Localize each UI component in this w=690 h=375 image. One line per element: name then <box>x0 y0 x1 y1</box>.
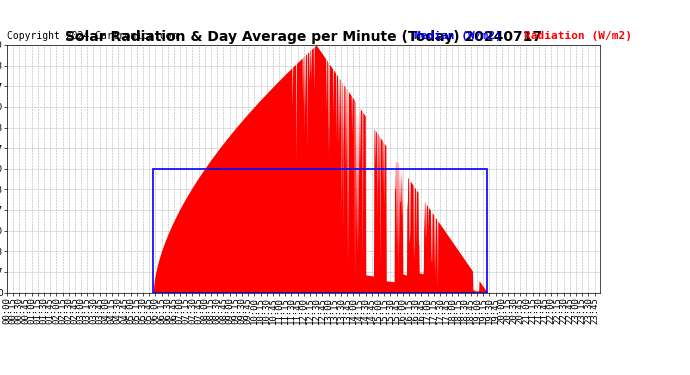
Bar <box>153 169 487 292</box>
Title: Solar Radiation & Day Average per Minute (Today) 20240717: Solar Radiation & Day Average per Minute… <box>65 30 542 44</box>
Text: Median (W/m2): Median (W/m2) <box>414 32 502 41</box>
Text: Copyright 2024 Cartronics.com: Copyright 2024 Cartronics.com <box>7 32 177 41</box>
Text: Radiation (W/m2): Radiation (W/m2) <box>524 32 633 41</box>
